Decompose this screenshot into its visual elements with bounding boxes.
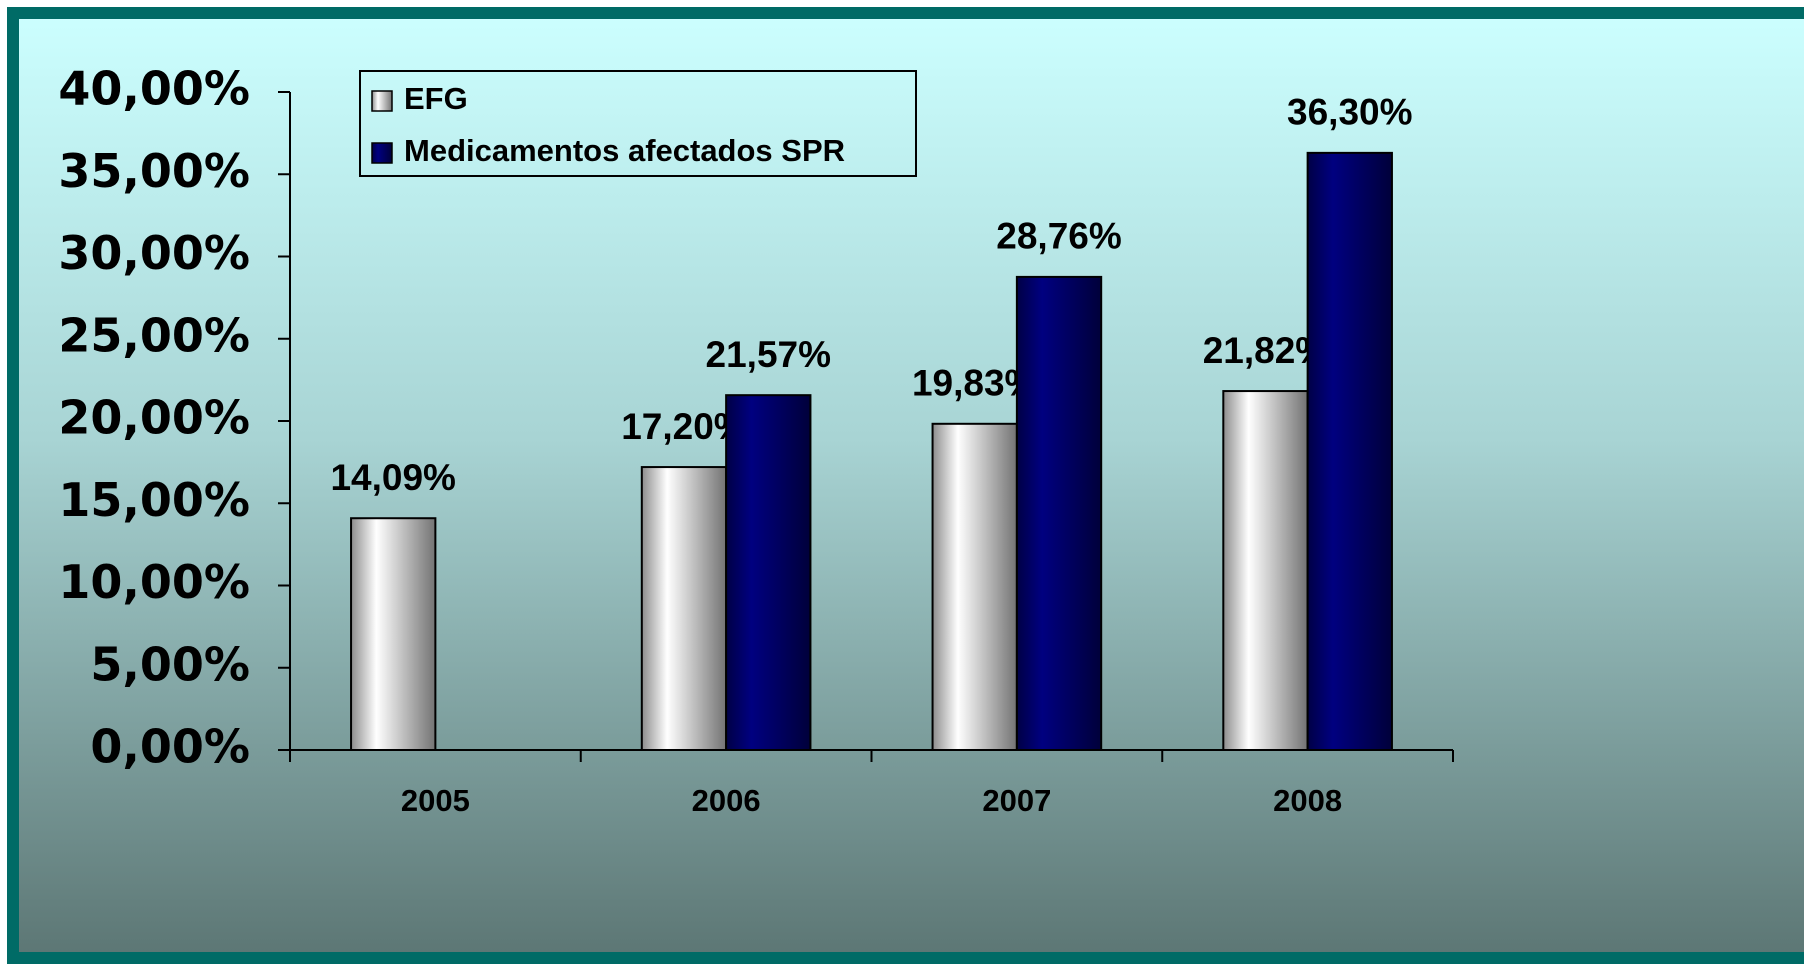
y-tick-label: 15,00% xyxy=(58,473,250,527)
legend-swatch xyxy=(371,90,393,112)
x-tick-label: 2006 xyxy=(692,783,761,818)
bar xyxy=(931,422,1018,751)
y-tick-label: 10,00% xyxy=(58,555,250,609)
legend xyxy=(359,70,917,177)
bar xyxy=(350,517,437,751)
y-tick-label: 30,00% xyxy=(58,226,250,280)
y-tick-label: 5,00% xyxy=(90,637,250,691)
legend-swatch xyxy=(371,142,393,164)
bar xyxy=(725,394,812,751)
bar xyxy=(1222,390,1309,751)
value-label: 14,09% xyxy=(330,457,456,498)
value-label: 36,30% xyxy=(1287,92,1413,133)
value-label: 21,57% xyxy=(706,334,832,375)
x-tick-label: 2007 xyxy=(982,783,1051,818)
legend-label: Medicamentos afectados SPR xyxy=(404,133,845,168)
bar xyxy=(640,466,728,751)
bar xyxy=(1015,275,1103,751)
frame xyxy=(7,7,1804,964)
legend-label: EFG xyxy=(404,81,468,116)
y-tick-label: 25,00% xyxy=(58,308,250,362)
x-tick-label: 2008 xyxy=(1273,783,1342,818)
y-tick-label: 0,00% xyxy=(90,720,250,774)
bar xyxy=(1306,151,1393,752)
y-tick-label: 20,00% xyxy=(58,391,250,445)
value-label: 28,76% xyxy=(996,216,1122,257)
y-tick-label: 35,00% xyxy=(58,144,250,198)
x-tick-label: 2005 xyxy=(401,783,470,818)
y-tick-label: 40,00% xyxy=(58,62,250,116)
